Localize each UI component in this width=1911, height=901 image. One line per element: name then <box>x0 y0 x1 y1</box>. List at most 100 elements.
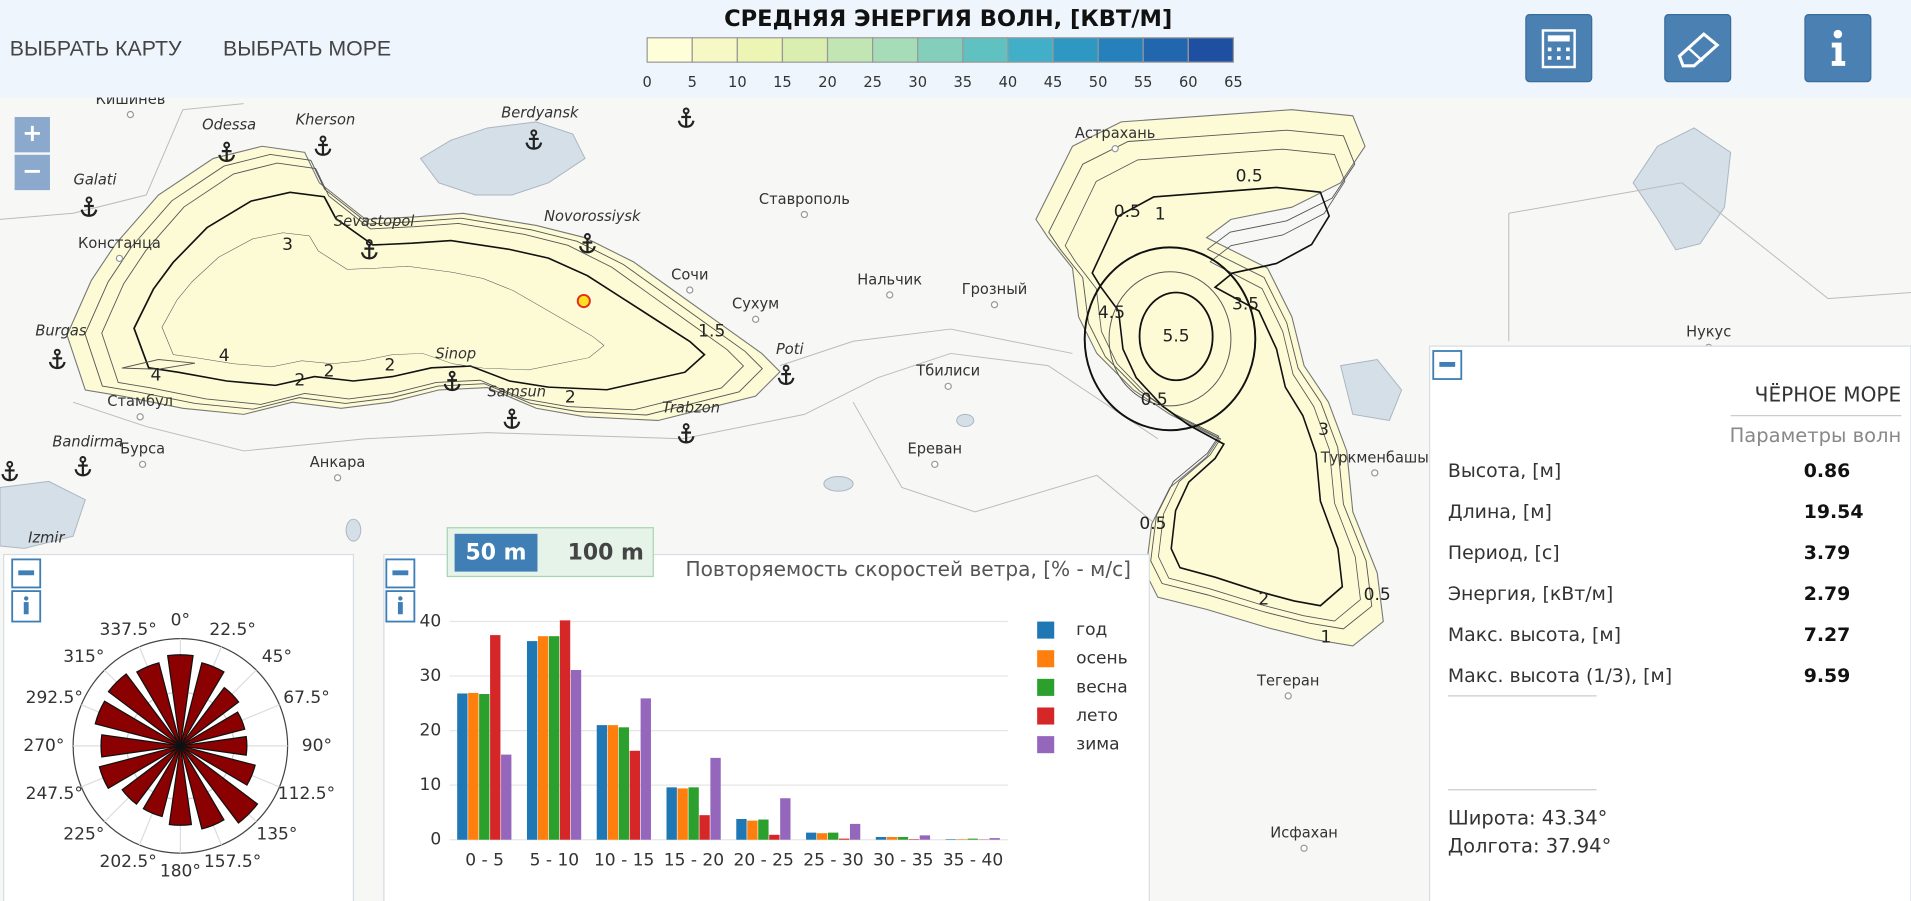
info-small-button[interactable] <box>11 590 42 623</box>
direction-label: 180° <box>160 861 201 881</box>
bar <box>548 636 560 840</box>
colorbar-tick-label: 0 <box>643 74 652 91</box>
place-label: Грозный <box>962 281 1027 298</box>
place-dot <box>800 210 809 219</box>
place-label: Ереван <box>907 441 962 458</box>
y-tick-label: 20 <box>419 721 441 741</box>
direction-label: 315° <box>63 647 104 667</box>
contour-label: 0.5 <box>1114 202 1141 222</box>
y-tick-label: 10 <box>419 775 441 795</box>
collapse-button[interactable] <box>1432 350 1463 380</box>
place-label: Galati <box>74 171 117 188</box>
bar <box>526 641 538 840</box>
nav-link[interactable]: ВЫБРАТЬ КАРТУ <box>10 37 182 61</box>
x-tick-label: 5 - 10 <box>530 850 580 870</box>
bar <box>989 838 1000 840</box>
param-value: 9.59 <box>1804 665 1851 687</box>
place-label: Тбилиси <box>915 363 980 380</box>
rose-wedge <box>121 745 181 805</box>
colorbar-tick-label: 30 <box>908 74 927 91</box>
colorbar-segment <box>1187 37 1234 63</box>
colorbar-tick-label: 20 <box>818 74 837 91</box>
bar <box>666 787 677 840</box>
y-tick-label: 40 <box>419 611 441 631</box>
nav-link[interactable]: ВЫБРАТЬ МОРЕ <box>223 37 391 61</box>
tab-label[interactable]: 100 m <box>568 540 644 565</box>
place-label: Констанца <box>78 235 161 252</box>
direction-label: 247.5° <box>26 784 83 804</box>
bar <box>596 725 608 840</box>
x-tick-label: 20 - 25 <box>734 850 794 870</box>
collapse-button[interactable] <box>11 558 42 589</box>
zoom-out-label: − <box>22 156 42 185</box>
x-tick-label: 25 - 30 <box>803 850 863 870</box>
place-label: Sevastopol <box>334 213 414 230</box>
legend-label: лето <box>1076 706 1118 726</box>
y-tick-label: 0 <box>430 830 441 850</box>
param-label: Энергия, [кВт/м] <box>1448 583 1613 605</box>
selected-point[interactable] <box>576 293 591 309</box>
place-dot <box>138 460 147 469</box>
colorbar-tick-label: 25 <box>863 74 882 91</box>
contour-label: 3 <box>1318 420 1329 440</box>
bar <box>479 694 490 840</box>
direction-label: 0° <box>171 610 190 630</box>
place-label: Berdyansk <box>501 104 579 121</box>
rose-wedge <box>166 654 194 746</box>
contour-label: 0.5 <box>1364 585 1391 605</box>
bar <box>490 635 501 840</box>
bar <box>468 692 479 840</box>
contour-label: 4.5 <box>1098 303 1125 323</box>
bar <box>607 725 619 840</box>
header: ВЫБРАТЬ КАРТУ ВЫБРАТЬ МОРЕ СРЕДНЯЯ ЭНЕРГ… <box>0 0 1911 98</box>
legend-label: зима <box>1076 735 1119 755</box>
x-tick-label: 30 - 35 <box>873 850 933 870</box>
param-value: 19.54 <box>1804 501 1864 523</box>
bar <box>769 834 780 840</box>
bar <box>780 798 791 840</box>
tab-label[interactable]: 50 m <box>466 540 527 565</box>
colorbar-tick-label: 10 <box>728 74 747 91</box>
zoom-in[interactable] <box>14 117 50 153</box>
place-dot <box>1111 145 1119 153</box>
colorbar: 0 5 10 15 20 25 30 35 40 45 50 55 60 65 <box>643 37 1243 91</box>
info-button[interactable] <box>1804 14 1872 83</box>
bar <box>875 836 887 840</box>
bar <box>838 838 850 840</box>
rose-wedge <box>107 673 181 747</box>
rose-wedge <box>168 745 193 826</box>
legend-swatch <box>1037 736 1055 754</box>
colorbar-tick-label: 55 <box>1134 74 1153 91</box>
colorbar-segment <box>691 37 738 63</box>
direction-label: 225° <box>63 825 104 845</box>
direction-label: 22.5° <box>209 620 255 640</box>
contour-label: 2 <box>385 356 396 376</box>
contour-label: 3.5 <box>1232 295 1259 315</box>
bar <box>570 670 582 840</box>
direction-label: 337.5° <box>99 620 156 640</box>
wind-rose-panel: 0° 22.5° 45° 67.5° 90° 112.5° 135° 157.5°180°20… <box>3 553 355 901</box>
zoom-out[interactable] <box>14 154 50 191</box>
contour-label: 1.5 <box>698 322 725 342</box>
direction-label: 135° <box>256 825 297 845</box>
colorbar-tick-label: 15 <box>773 74 792 91</box>
info-small-button[interactable] <box>385 590 416 623</box>
calculator-button[interactable] <box>1525 14 1593 83</box>
bar <box>736 818 747 840</box>
legend-swatch <box>1037 621 1055 639</box>
place-dot <box>751 315 760 323</box>
bar <box>919 835 931 840</box>
direction-label: 45° <box>262 647 292 667</box>
place-label: Сочи <box>671 266 708 283</box>
rose-wedge <box>180 711 246 747</box>
tab-active[interactable] <box>454 533 538 572</box>
rose-wedge <box>142 745 181 818</box>
eraser-button[interactable] <box>1664 14 1732 83</box>
contour-label: 1 <box>1155 205 1166 225</box>
rose-wedge <box>135 662 181 747</box>
colorbar-tick-label: 50 <box>1089 74 1108 91</box>
colorbar-segment <box>962 37 1009 63</box>
colorbar-tick-label: 60 <box>1179 74 1198 91</box>
collapse-button[interactable] <box>385 558 416 589</box>
